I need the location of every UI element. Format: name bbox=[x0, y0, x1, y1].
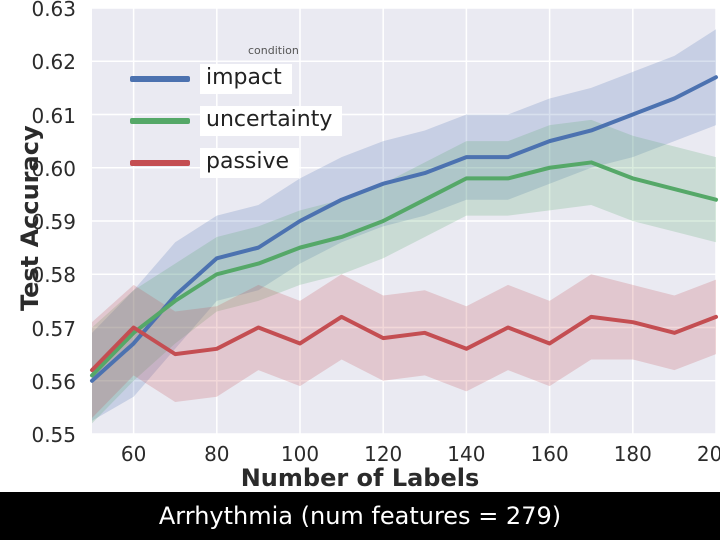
x-tick-label: 160 bbox=[531, 442, 569, 466]
legend-swatch bbox=[130, 118, 190, 124]
x-tick-label: 140 bbox=[447, 442, 485, 466]
legend-label: passive bbox=[200, 148, 299, 177]
legend-title: condition bbox=[248, 44, 299, 57]
caption-bar: Arrhythmia (num features = 279) bbox=[0, 492, 720, 540]
legend-label: impact bbox=[200, 64, 292, 93]
y-tick-label: 0.59 bbox=[0, 210, 76, 234]
legend-swatch bbox=[130, 160, 190, 166]
y-tick-label: 0.62 bbox=[0, 50, 76, 74]
x-tick-label: 100 bbox=[281, 442, 319, 466]
y-tick-label: 0.56 bbox=[0, 370, 76, 394]
y-tick-label: 0.57 bbox=[0, 317, 76, 341]
y-tick-label: 0.60 bbox=[0, 157, 76, 181]
legend: impact uncertainty passive bbox=[130, 58, 342, 184]
legend-item: passive bbox=[130, 142, 342, 184]
legend-swatch bbox=[130, 76, 190, 82]
x-tick-label: 80 bbox=[204, 442, 229, 466]
chart-container: Test Accuracy Number of Labels 0.550.560… bbox=[0, 0, 720, 540]
x-axis-label: Number of Labels bbox=[0, 464, 720, 492]
x-tick-label: 200 bbox=[697, 442, 720, 466]
legend-item: impact bbox=[130, 58, 342, 100]
y-tick-label: 0.58 bbox=[0, 263, 76, 287]
x-tick-label: 180 bbox=[614, 442, 652, 466]
y-tick-label: 0.55 bbox=[0, 423, 76, 447]
legend-label: uncertainty bbox=[200, 106, 342, 135]
x-tick-label: 60 bbox=[121, 442, 146, 466]
x-tick-label: 120 bbox=[364, 442, 402, 466]
chart-svg bbox=[0, 0, 720, 540]
caption-text: Arrhythmia (num features = 279) bbox=[159, 502, 561, 530]
y-tick-label: 0.63 bbox=[0, 0, 76, 21]
y-tick-label: 0.61 bbox=[0, 104, 76, 128]
legend-item: uncertainty bbox=[130, 100, 342, 142]
